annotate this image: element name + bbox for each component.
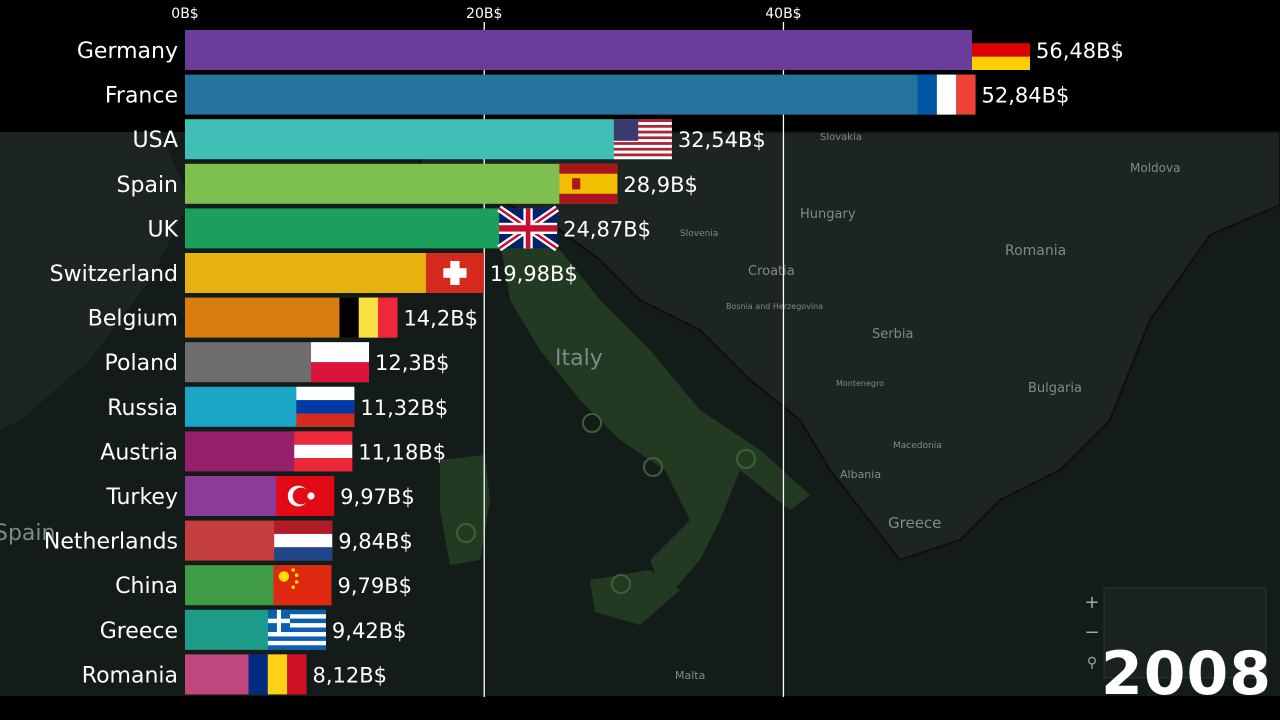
x-tick-label: 0B$ xyxy=(171,6,198,22)
switzerland-flag-icon xyxy=(425,253,484,293)
map-label: Bulgaria xyxy=(1028,381,1082,396)
map-marker-icon xyxy=(456,523,476,543)
map-label: Macedonia xyxy=(893,441,942,451)
bar-germany xyxy=(185,30,1030,70)
value-label: 24,87B$ xyxy=(563,217,651,241)
category-label: Netherlands xyxy=(44,530,178,555)
spain-flag-icon xyxy=(559,163,618,204)
zoom-in-icon: + xyxy=(1084,592,1100,613)
bar-france xyxy=(185,74,976,115)
value-label: 56,48B$ xyxy=(1036,39,1124,63)
map-marker-icon xyxy=(736,449,756,469)
china-flag-icon xyxy=(273,565,332,606)
value-label: 9,42B$ xyxy=(332,619,407,643)
poland-flag-icon xyxy=(311,342,370,383)
map-sardinia xyxy=(440,455,490,565)
category-label: Germany xyxy=(77,39,178,64)
germany-flag-icon xyxy=(972,30,1030,70)
turkey-flag-icon xyxy=(276,476,335,516)
netherlands-flag-icon xyxy=(274,520,333,561)
map-iberia-land xyxy=(0,132,190,430)
map-label: Serbia xyxy=(872,327,913,342)
value-label: 14,2B$ xyxy=(403,307,478,331)
map-label: Hungary xyxy=(800,207,856,222)
map-marker-icon xyxy=(611,574,631,594)
category-label: Poland xyxy=(105,351,178,376)
map-balkans-land xyxy=(419,131,1280,562)
value-label: 9,84B$ xyxy=(338,530,413,554)
value-label: 19,98B$ xyxy=(490,262,578,286)
zoom-out-icon: − xyxy=(1084,622,1100,643)
bar-uk xyxy=(185,208,558,249)
category-label: USA xyxy=(132,128,178,153)
map-label: Bosnia and Herzegovina xyxy=(726,302,823,311)
value-label: 8,12B$ xyxy=(312,663,387,687)
uk-flag-icon xyxy=(497,205,560,252)
category-label: China xyxy=(115,574,178,599)
map-label: Albania xyxy=(840,468,881,481)
map-label: Malta xyxy=(675,669,705,682)
map-label: Moldova xyxy=(1130,161,1180,175)
category-label: Romania xyxy=(82,663,178,688)
bar-spain xyxy=(185,163,618,204)
belgium-flag-icon xyxy=(339,297,398,338)
map-label: Romania xyxy=(1005,243,1066,259)
bar-usa xyxy=(185,119,672,160)
category-label: UK xyxy=(147,217,178,242)
category-label: France xyxy=(105,84,178,109)
france-flag-icon xyxy=(917,74,976,115)
austria-flag-icon xyxy=(294,431,353,472)
category-label: Austria xyxy=(100,440,178,465)
category-label: Greece xyxy=(100,619,178,644)
greece-flag-icon xyxy=(267,609,326,650)
map-label: Italy xyxy=(555,346,603,371)
year-label: 2008 xyxy=(1101,639,1272,709)
minimap xyxy=(1103,587,1267,679)
x-tick-label: 40B$ xyxy=(765,6,801,22)
map-label: Greece xyxy=(888,514,941,532)
category-label: Spain xyxy=(117,173,178,198)
map-marker-icon xyxy=(643,457,663,477)
category-label: Russia xyxy=(107,396,178,421)
value-label: 9,79B$ xyxy=(337,574,412,598)
value-label: 32,54B$ xyxy=(678,128,766,152)
map-italy-land xyxy=(500,240,810,600)
map-label: Slovenia xyxy=(680,229,718,239)
value-label: 9,97B$ xyxy=(340,485,415,509)
value-label: 11,32B$ xyxy=(360,396,448,420)
category-label: Switzerland xyxy=(50,262,178,287)
map-marker-icon xyxy=(582,413,602,433)
category-label: Turkey xyxy=(105,485,178,510)
value-label: 12,3B$ xyxy=(375,351,450,375)
search-icon: ⚲ xyxy=(1086,655,1098,671)
usa-flag-icon xyxy=(613,119,672,160)
value-label: 52,84B$ xyxy=(982,84,1070,108)
russia-flag-icon xyxy=(296,386,355,427)
map-label: Montenegro xyxy=(836,379,884,388)
map-label: Spain xyxy=(0,521,55,546)
category-label: Belgium xyxy=(88,307,178,332)
value-label: 28,9B$ xyxy=(623,173,698,197)
value-label: 11,18B$ xyxy=(358,440,446,464)
map-label: Slovakia xyxy=(820,132,862,143)
x-tick-label: 20B$ xyxy=(466,6,502,22)
romania-flag-icon xyxy=(248,654,307,695)
